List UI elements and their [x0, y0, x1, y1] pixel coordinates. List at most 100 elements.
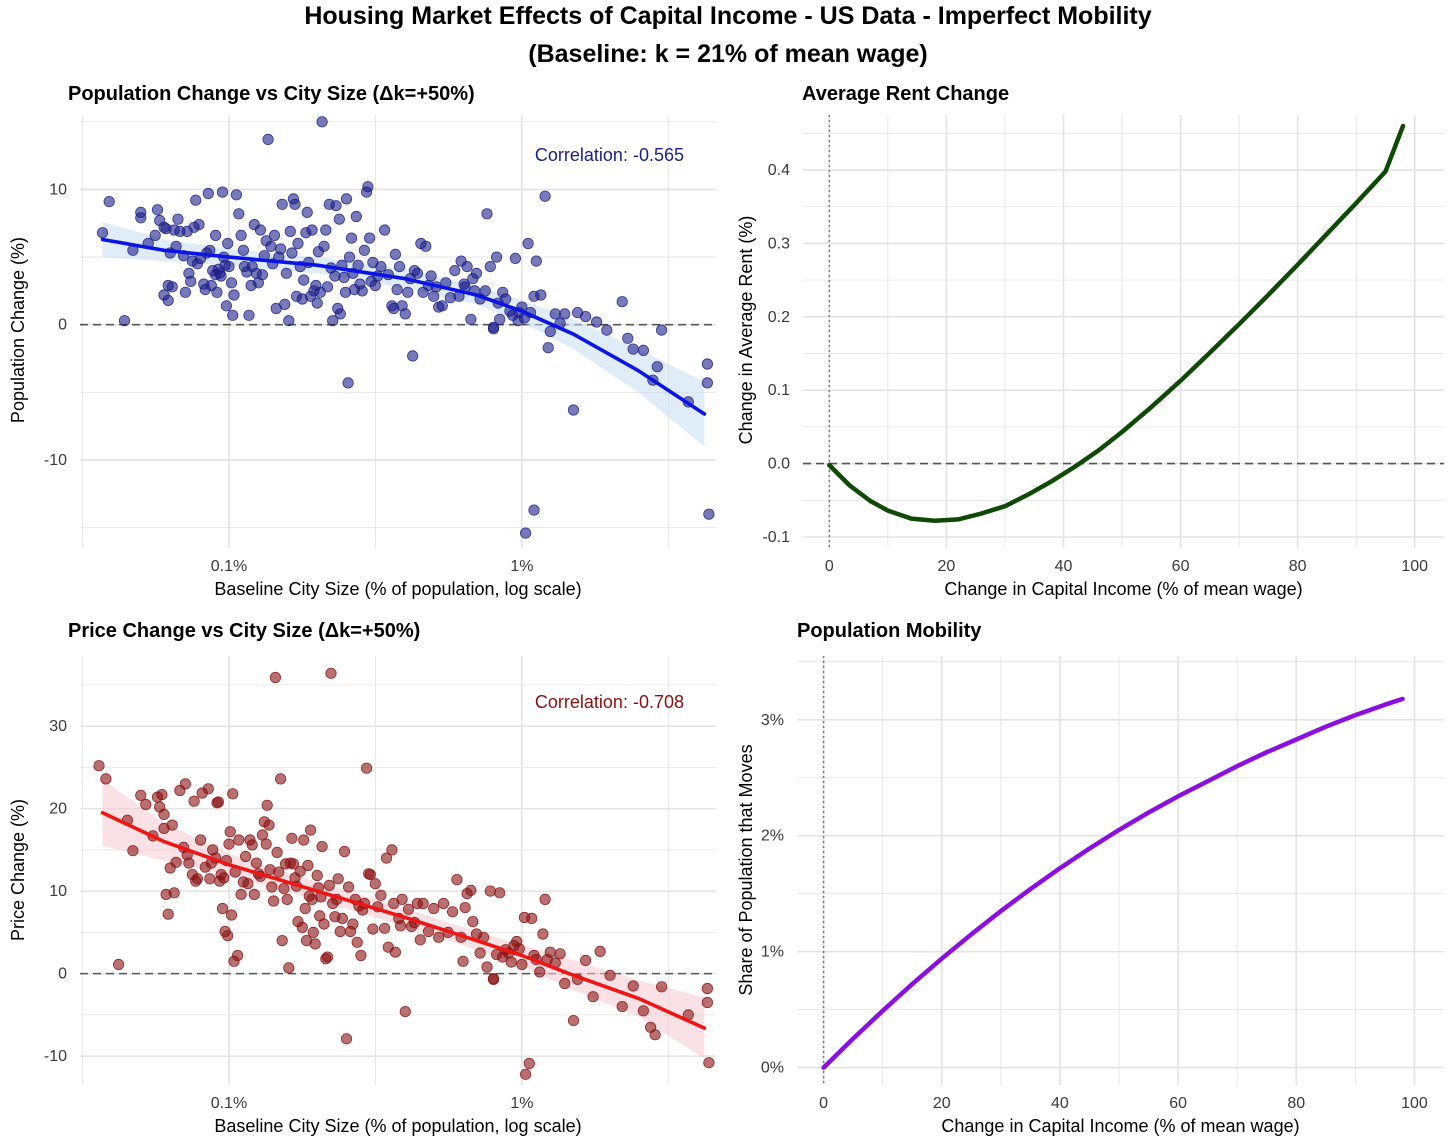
pop-data-point: [233, 208, 245, 220]
price-data-point: [283, 962, 295, 974]
price-fit-line: [100, 811, 707, 1030]
pop-data-point: [215, 270, 227, 282]
price-data-point: [446, 906, 459, 918]
price-y-tick-label: 10: [49, 883, 67, 900]
rent-y-axis-label: Change in Average Rent (%): [736, 216, 756, 445]
price-data-point: [487, 972, 500, 985]
pop-data-point: [494, 313, 506, 325]
pop-data-point: [311, 297, 323, 309]
price-data-point: [396, 893, 408, 906]
price-y-tick-label: 30: [49, 718, 67, 735]
pop-data-point: [484, 260, 496, 273]
rent-y-tick-label: 0.4: [768, 162, 790, 179]
pop-data-point: [103, 196, 115, 208]
price-data-point: [402, 903, 415, 915]
pop-data-point: [185, 275, 197, 287]
pop-data-point: [622, 332, 634, 344]
price-data-point: [156, 788, 168, 801]
price-data-point: [539, 893, 551, 906]
pop-data-point: [481, 208, 493, 220]
rent-x-tick-label: 100: [1401, 558, 1428, 575]
pop-data-point: [179, 286, 191, 298]
pop-fit-line: [100, 237, 707, 416]
price-data-point: [474, 947, 486, 959]
pop-data-point: [320, 224, 332, 236]
rent-chart-title: Average Rent Change: [802, 83, 1009, 105]
pop-data-point: [135, 212, 147, 224]
price-data-point: [336, 912, 348, 925]
price-data-point: [332, 873, 344, 885]
rent-x-tick-label: 60: [1172, 558, 1190, 575]
pop-data-point: [216, 186, 229, 198]
pop-data-point: [402, 286, 414, 298]
mobility-y-tick-label: 0%: [761, 1060, 784, 1077]
pop-data-point: [280, 267, 292, 279]
price-data-point: [637, 1005, 650, 1017]
price-data-point: [579, 954, 592, 967]
price-data-point: [170, 856, 182, 868]
pop-data-point: [193, 219, 205, 231]
price-data-point: [360, 762, 373, 774]
mobility-x-tick-label: 60: [1169, 1095, 1187, 1112]
price-data-point: [380, 852, 393, 864]
pop-data-point: [151, 204, 164, 216]
price-data-point: [286, 832, 298, 844]
price-data-point: [225, 909, 238, 921]
rent-y-tick-label: 0.0: [768, 456, 790, 473]
pop-data-point: [407, 350, 419, 362]
price-data-point: [168, 887, 180, 899]
pop-data-point: [225, 277, 238, 289]
pop-data-point: [542, 342, 554, 354]
pop-data-point: [358, 244, 370, 256]
price-data-point: [534, 966, 546, 978]
pop-data-point: [509, 252, 522, 264]
figure-title-line1: Housing Market Effects of Capital Income…: [304, 2, 1152, 30]
price-data-point: [278, 882, 290, 895]
price-data-point: [321, 951, 334, 963]
pop-y-tick-label: -10: [44, 452, 67, 469]
price-data-point: [248, 888, 260, 901]
mobility-x-tick-label: 0: [819, 1095, 828, 1112]
pop-data-point: [327, 315, 339, 327]
price-data-point: [261, 799, 273, 811]
price-data-point: [311, 869, 323, 882]
price-data-point: [537, 928, 549, 940]
price-data-point: [494, 887, 506, 899]
pop-data-point: [375, 260, 387, 273]
price-data-point: [467, 915, 479, 928]
price-data-point: [309, 938, 321, 950]
pop-data-point: [436, 300, 448, 312]
pop-data-point: [535, 289, 547, 301]
pop-data-point: [237, 244, 249, 256]
price-data-point: [281, 893, 293, 906]
pop-data-point: [428, 290, 440, 302]
price-chart-panel: -10 0 10 20 30 0.1% 1% Correlation: -0.708 Price…: [8, 620, 716, 1136]
price-data-point: [554, 948, 566, 960]
price-data-point: [232, 949, 244, 962]
price-data-point: [655, 981, 668, 993]
price-data-point: [375, 889, 387, 901]
pop-data-point: [334, 308, 346, 320]
price-data-point: [386, 844, 398, 856]
pop-data-point: [254, 224, 266, 236]
rent-x-tick-label: 80: [1289, 558, 1307, 575]
price-data-point: [428, 902, 440, 915]
pop-data-point: [470, 267, 483, 279]
price-data-point: [399, 1005, 411, 1018]
pop-data-point: [262, 133, 274, 145]
pop-y-tick-label: 0: [58, 317, 67, 334]
price-data-point: [516, 958, 528, 971]
price-data-point: [523, 1057, 535, 1070]
price-data-point: [417, 897, 429, 910]
price-data-point: [304, 824, 317, 836]
pop-data-point: [567, 404, 580, 416]
pop-data-point: [222, 237, 234, 250]
price-data-point: [484, 885, 496, 897]
pop-data-point: [559, 308, 571, 320]
price-y-tick-label: -10: [44, 1048, 67, 1065]
price-data-point: [274, 773, 287, 785]
price-data-point: [162, 908, 174, 920]
price-data-point: [587, 991, 599, 1003]
price-data-point: [347, 918, 359, 930]
